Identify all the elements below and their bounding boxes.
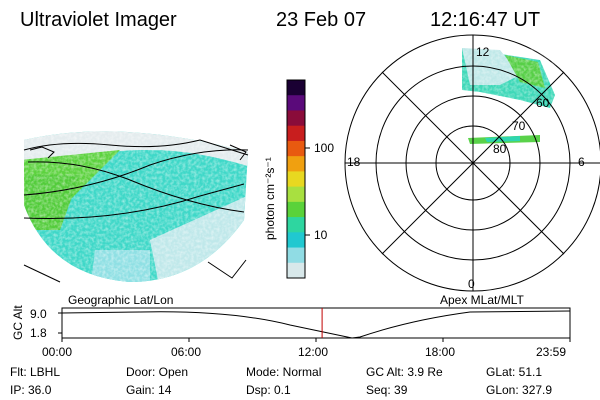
date-label: 23 Feb 07 (276, 9, 367, 31)
colorbar-tick-100: 100 (314, 141, 335, 155)
colorbar-segment (287, 171, 305, 188)
timeline-xtick-label: 18:00 (425, 345, 456, 359)
colorbar-segment (287, 186, 305, 203)
seq-status: Seq: 39 (366, 383, 408, 397)
polar-plot (344, 34, 600, 292)
colorbar-segment (287, 217, 305, 233)
dsp-status: Dsp: 0.1 (246, 383, 291, 397)
timeline-ytick-min: 1.8 (30, 326, 47, 340)
gc-alt-status: GC Alt: 3.9 Re (366, 365, 443, 379)
filter-status: Flt: LBHL (10, 365, 61, 379)
colorbar-segment (287, 125, 305, 142)
apex-panel-label: Apex MLat/MLT (440, 293, 524, 307)
mlt-label-12: 12 (476, 45, 490, 59)
timeline-xtick-label: 00:00 (42, 345, 73, 359)
colorbar-segment (287, 156, 305, 172)
timeline-xtick-label: 23:59 (536, 345, 567, 359)
geographic-image (24, 131, 248, 282)
timeline-xtick-label: 06:00 (171, 345, 202, 359)
mlat-label-70: 70 (512, 119, 526, 133)
geographic-panel-label: Geographic Lat/Lon (68, 293, 174, 307)
mlat-label-80: 80 (493, 142, 507, 156)
glat-status: GLat: 51.1 (486, 365, 543, 379)
glon-status: GLon: 327.9 (486, 383, 553, 397)
colorbar-segment (287, 232, 305, 249)
colorbar-segment (287, 80, 305, 96)
colorbar-segment (287, 140, 305, 157)
timeline-xtick-label: 12:00 (298, 345, 329, 359)
door-status: Door: Open (126, 365, 189, 379)
colorbar-segment (287, 110, 305, 127)
altitude-timeline (58, 307, 571, 342)
mode-status: Mode: Normal (246, 365, 322, 379)
gain-status: Gain: 14 (126, 383, 172, 397)
timeline-ylabel: GC Alt (11, 305, 25, 340)
timeline-ytick-max: 9.0 (30, 307, 47, 321)
instrument-title: Ultraviolet Imager (20, 9, 177, 31)
colorbar-tick-10: 10 (314, 228, 328, 242)
time-label: 12:16:47 UT (430, 9, 541, 31)
colorbar-segment (287, 247, 305, 264)
colorbar-segment (287, 262, 305, 279)
mlt-label-18: 18 (347, 155, 361, 169)
colorbar-unit-label: photon cm⁻²s⁻¹ (263, 157, 277, 240)
mlt-label-6: 6 (578, 155, 585, 169)
ip-status: IP: 36.0 (10, 383, 52, 397)
map-overlay-lines (23, 139, 249, 283)
mlt-label-0: 0 (468, 277, 475, 291)
colorbar-segment (287, 95, 305, 111)
colorbar-segment (287, 201, 305, 218)
colorbar (286, 79, 310, 279)
mlat-label-60: 60 (536, 96, 550, 110)
